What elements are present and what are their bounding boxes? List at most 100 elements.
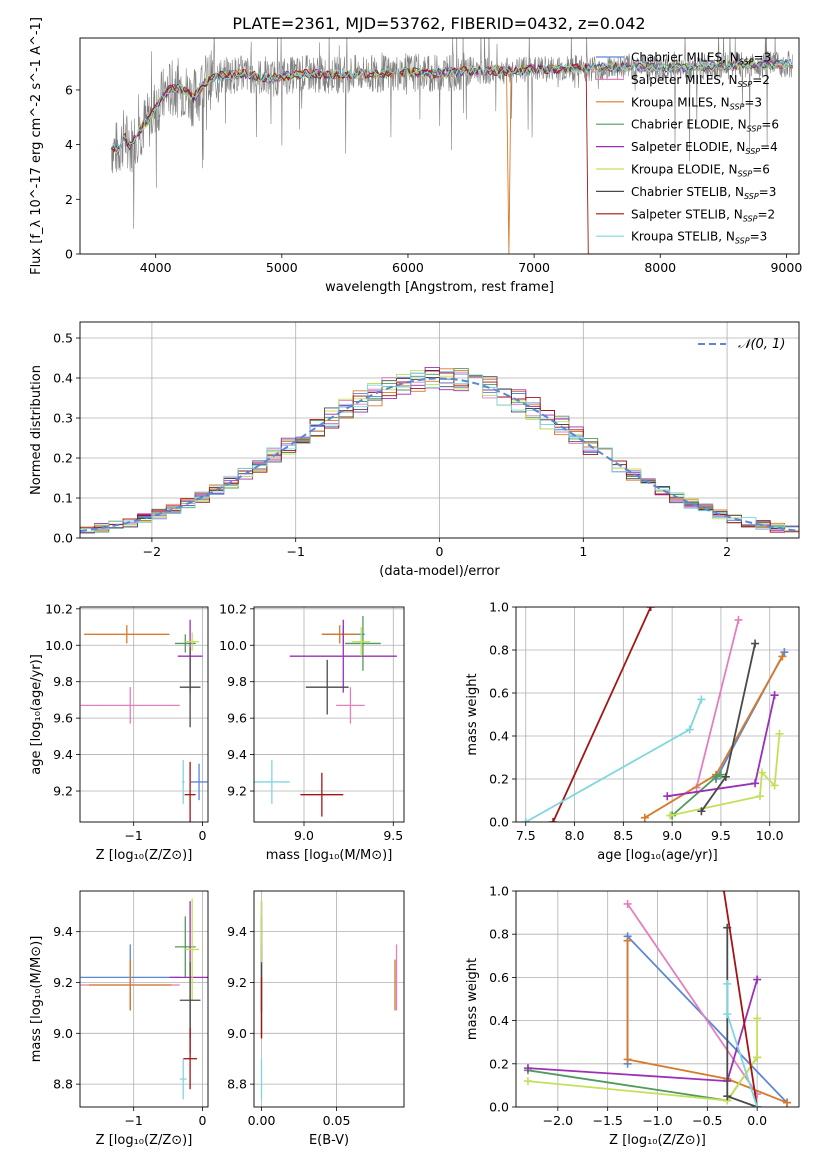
weight-marker-salpeter_miles bbox=[734, 615, 743, 624]
axes-frame bbox=[515, 606, 800, 823]
plot-area bbox=[516, 891, 799, 1107]
model-spectrum-chabrier_stelib bbox=[111, 59, 793, 152]
weight-marker-kroupa_elodie bbox=[757, 768, 766, 777]
panel-age_vs_Z: −1 0 9.2 9.4 9.6 9.8 10.0 10.2 Z [log₁₀(Z/Z⊙)] ag… bbox=[29, 601, 209, 863]
weight-marker-kroupa_miles bbox=[783, 1098, 792, 1107]
weight-marker-salpeter_miles bbox=[623, 899, 632, 908]
x-tick-label: 9.5 bbox=[383, 828, 403, 843]
x-tick-label: 4000 bbox=[140, 260, 172, 275]
y-tick-label: 0.5 bbox=[53, 331, 73, 346]
model-spectrum-kroupa_miles bbox=[111, 59, 793, 254]
plot-area bbox=[254, 607, 404, 822]
panel-mass_vs_Z: −1 0 8.8 9.0 9.2 9.4 Z [log₁₀(Z/Z⊙)] mass [log₁… bbox=[29, 890, 209, 1148]
panel-mass_vs_EBV: 0.00 0.05 8.8 9.0 9.2 9.4 E(B-V) bbox=[227, 890, 405, 1148]
plot-area bbox=[516, 607, 799, 822]
panel-mass_weight_vs_age: 7.5 8.0 8.5 9.0 9.5 10.0 0.0 0.2 0.4 0.6 0.8 1.0 age… bbox=[465, 600, 800, 863]
weight-marker-kroupa_miles bbox=[623, 1055, 632, 1064]
weight-marker-kroupa_stelib bbox=[685, 725, 694, 734]
legend-label-normal: 𝒩(0, 1) bbox=[738, 337, 785, 352]
axes-frame bbox=[253, 890, 405, 1108]
y-tick-label: 0.2 bbox=[489, 772, 509, 787]
y-tick-label: 0.4 bbox=[489, 729, 509, 744]
y-tick-label: 9.8 bbox=[53, 674, 73, 689]
x-axis-label: Z [log₁₀(Z/Z⊙)] bbox=[96, 1133, 193, 1148]
x-axis-label: mass [log₁₀(M/M⊙)] bbox=[266, 848, 393, 863]
weight-marker-kroupa_stelib bbox=[723, 1010, 732, 1019]
weight-marker-kroupa_miles bbox=[778, 652, 787, 661]
weight-marker-chabrier_stelib bbox=[751, 639, 760, 648]
weight-marker-kroupa_stelib bbox=[521, 818, 530, 822]
legend-label-kroupa_elodie: Kroupa ELODIE, NSSP=6 bbox=[631, 163, 770, 179]
x-tick-label: −0.5 bbox=[692, 1113, 722, 1128]
model-spectrum-salpeter_stelib bbox=[111, 63, 793, 254]
weight-line-salpeter_elodie bbox=[527, 979, 758, 1083]
x-axis-label: wavelength [Angstrom, rest frame] bbox=[325, 280, 554, 295]
x-tick-label: 0 bbox=[199, 1113, 207, 1128]
weight-marker-chabrier_stelib bbox=[721, 772, 730, 781]
y-tick-label: 0.2 bbox=[53, 451, 73, 466]
weight-marker-kroupa_stelib bbox=[723, 979, 732, 988]
y-tick-label: 9.6 bbox=[227, 711, 247, 726]
y-tick-label: 9.6 bbox=[53, 711, 73, 726]
model-spectrum-kroupa_elodie bbox=[111, 59, 793, 155]
x-tick-label: −1.5 bbox=[592, 1113, 622, 1128]
x-tick-label: 10.0 bbox=[756, 828, 784, 843]
y-axis-label: Normed distribution bbox=[29, 365, 44, 495]
weight-marker-chabrier_miles bbox=[780, 648, 789, 657]
x-tick-label: −1 bbox=[124, 828, 142, 843]
weight-line-chabrier_stelib bbox=[700, 643, 756, 812]
y-tick-label: 10.2 bbox=[219, 601, 247, 616]
weight-marker-kroupa_miles bbox=[623, 936, 632, 945]
x-tick-label: 9000 bbox=[770, 260, 802, 275]
x-tick-label: 8.5 bbox=[613, 828, 633, 843]
x-tick-label: 0.0 bbox=[747, 1113, 767, 1128]
plot-area bbox=[80, 891, 208, 1107]
axes-frame bbox=[515, 890, 800, 1108]
y-tick-label: 8.8 bbox=[227, 1077, 247, 1092]
y-tick-label: 9.4 bbox=[53, 747, 73, 762]
y-tick-label: 9.0 bbox=[227, 1026, 247, 1041]
y-axis-label: Flux [f_λ 10^-17 erg cm^-2 s^-1 A^-1] bbox=[29, 17, 44, 275]
legend-label-chabrier_miles: Chabrier MILES, NSSP=3 bbox=[631, 51, 771, 67]
weight-marker-chabrier_stelib bbox=[723, 1092, 732, 1101]
y-tick-label: 2 bbox=[65, 192, 73, 207]
y-tick-label: 6 bbox=[65, 82, 73, 97]
plot-area bbox=[80, 607, 208, 822]
weight-line-kroupa_miles bbox=[626, 940, 788, 1104]
x-tick-label: 1 bbox=[579, 544, 587, 559]
weight-marker-chabrier_elodie bbox=[712, 772, 721, 781]
weight-line-kroupa_elodie bbox=[527, 1018, 758, 1102]
x-tick-label: 6000 bbox=[392, 260, 424, 275]
weight-marker-kroupa_elodie bbox=[753, 1053, 762, 1062]
legend-label-kroupa_miles: Kroupa MILES, NSSP=3 bbox=[631, 95, 762, 111]
x-tick-label: 2 bbox=[723, 544, 731, 559]
panel-mass_weight_vs_Z: −2.0 −1.5 −1.0 −0.5 0.0 0.0 0.2 0.4 0.6 0.8 1.0 Z [… bbox=[465, 884, 800, 1148]
weight-marker-kroupa_elodie bbox=[775, 729, 784, 738]
y-tick-label: 0.4 bbox=[489, 1013, 509, 1028]
y-tick-label: 9.4 bbox=[227, 747, 247, 762]
x-tick-label: 5000 bbox=[266, 260, 298, 275]
legend-label-salpeter_stelib: Salpeter STELIB, NSSP=2 bbox=[631, 207, 775, 223]
y-tick-label: 0.6 bbox=[489, 686, 509, 701]
weight-marker-salpeter_stelib bbox=[549, 818, 558, 822]
y-tick-label: 0.3 bbox=[53, 411, 73, 426]
weight-marker-kroupa_elodie bbox=[666, 811, 675, 820]
axes-frame bbox=[79, 890, 209, 1108]
panel-spectrum: 4000 5000 6000 7000 8000 9000 0 2 4 6 wavelength [… bbox=[29, 17, 802, 295]
y-tick-label: 9.2 bbox=[53, 975, 73, 990]
axes-frame bbox=[79, 321, 800, 539]
y-tick-label: 10.2 bbox=[45, 601, 73, 616]
weight-marker-chabrier_stelib bbox=[697, 807, 706, 816]
x-tick-label: −1.0 bbox=[642, 1113, 672, 1128]
weight-line-salpeter_stelib bbox=[552, 607, 652, 822]
weight-marker-kroupa_elodie bbox=[753, 1014, 762, 1023]
y-tick-label: 9.8 bbox=[227, 674, 247, 689]
y-tick-label: 0.1 bbox=[53, 491, 73, 506]
plot-area bbox=[80, 322, 799, 538]
weight-marker-salpeter_elodie bbox=[523, 1064, 532, 1073]
legend-label-chabrier_stelib: Chabrier STELIB, NSSP=3 bbox=[631, 185, 776, 201]
x-tick-label: 9.0 bbox=[294, 828, 314, 843]
y-axis-label: mass weight bbox=[465, 958, 480, 1040]
weight-marker-kroupa_elodie bbox=[523, 1077, 532, 1086]
